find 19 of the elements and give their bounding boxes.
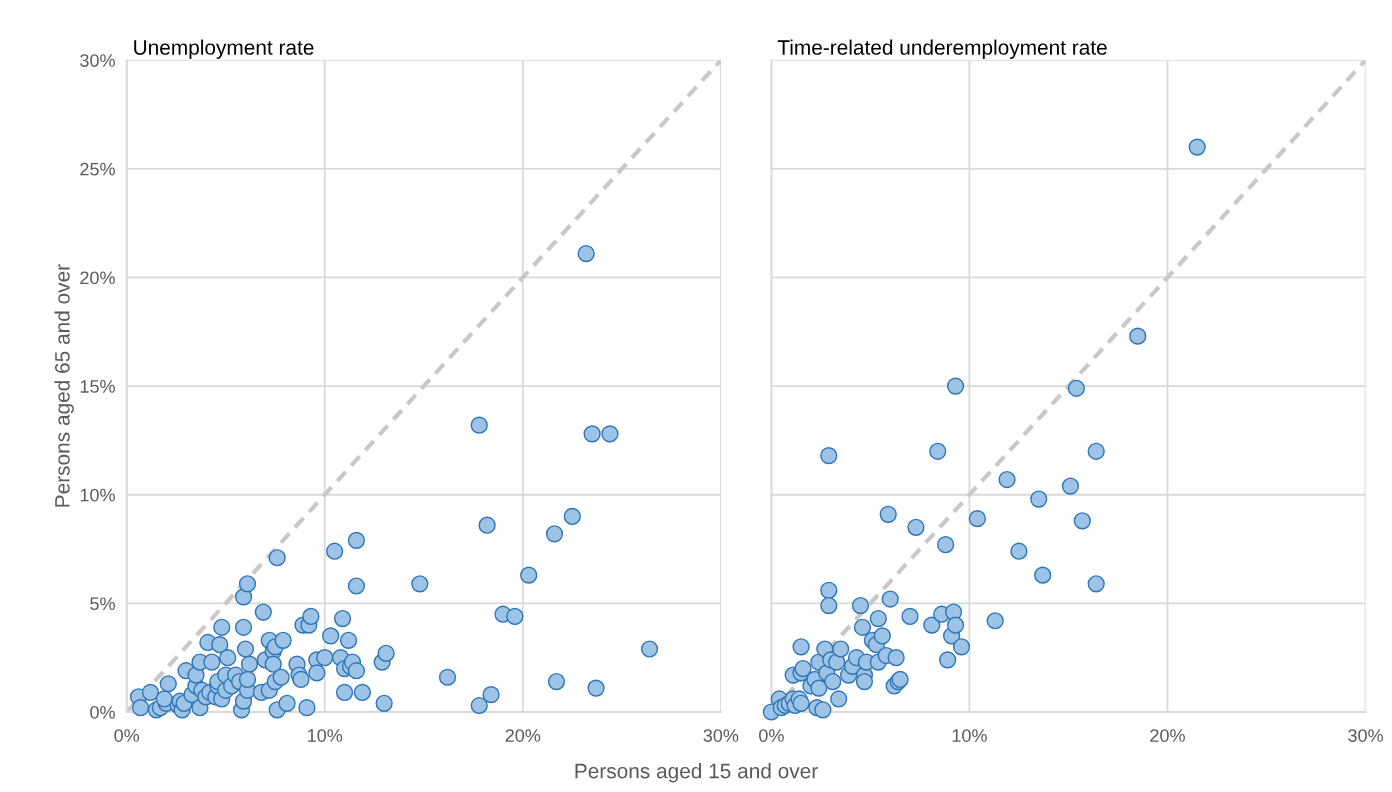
y-tick-label: 0% [90, 705, 115, 719]
x-tick-label: 10% [308, 729, 343, 742]
x-tick-label: 30% [1348, 729, 1383, 742]
x-tick-label: 20% [1150, 729, 1185, 742]
chart-title: Time-related underemployment rate [777, 39, 1107, 59]
y-axis-title: Persons aged 65 and over [54, 264, 74, 507]
chart-title: Unemployment rate [134, 39, 314, 59]
x-tick-label: 10% [952, 729, 987, 742]
x-axis-title: Persons aged 15 and over [575, 763, 818, 783]
x-tick-label: 0% [114, 729, 140, 742]
x-tick-label: 20% [505, 729, 541, 742]
y-tick-label: 30% [80, 54, 115, 67]
y-tick-label: 25% [80, 162, 115, 176]
y-tick-label: 5% [90, 597, 115, 611]
y-tick-label: 20% [80, 271, 115, 285]
x-tick-label: 30% [703, 729, 739, 742]
y-tick-label: 10% [80, 488, 115, 502]
x-tick-label: 0% [759, 729, 784, 742]
y-tick-label: 15% [80, 380, 115, 393]
